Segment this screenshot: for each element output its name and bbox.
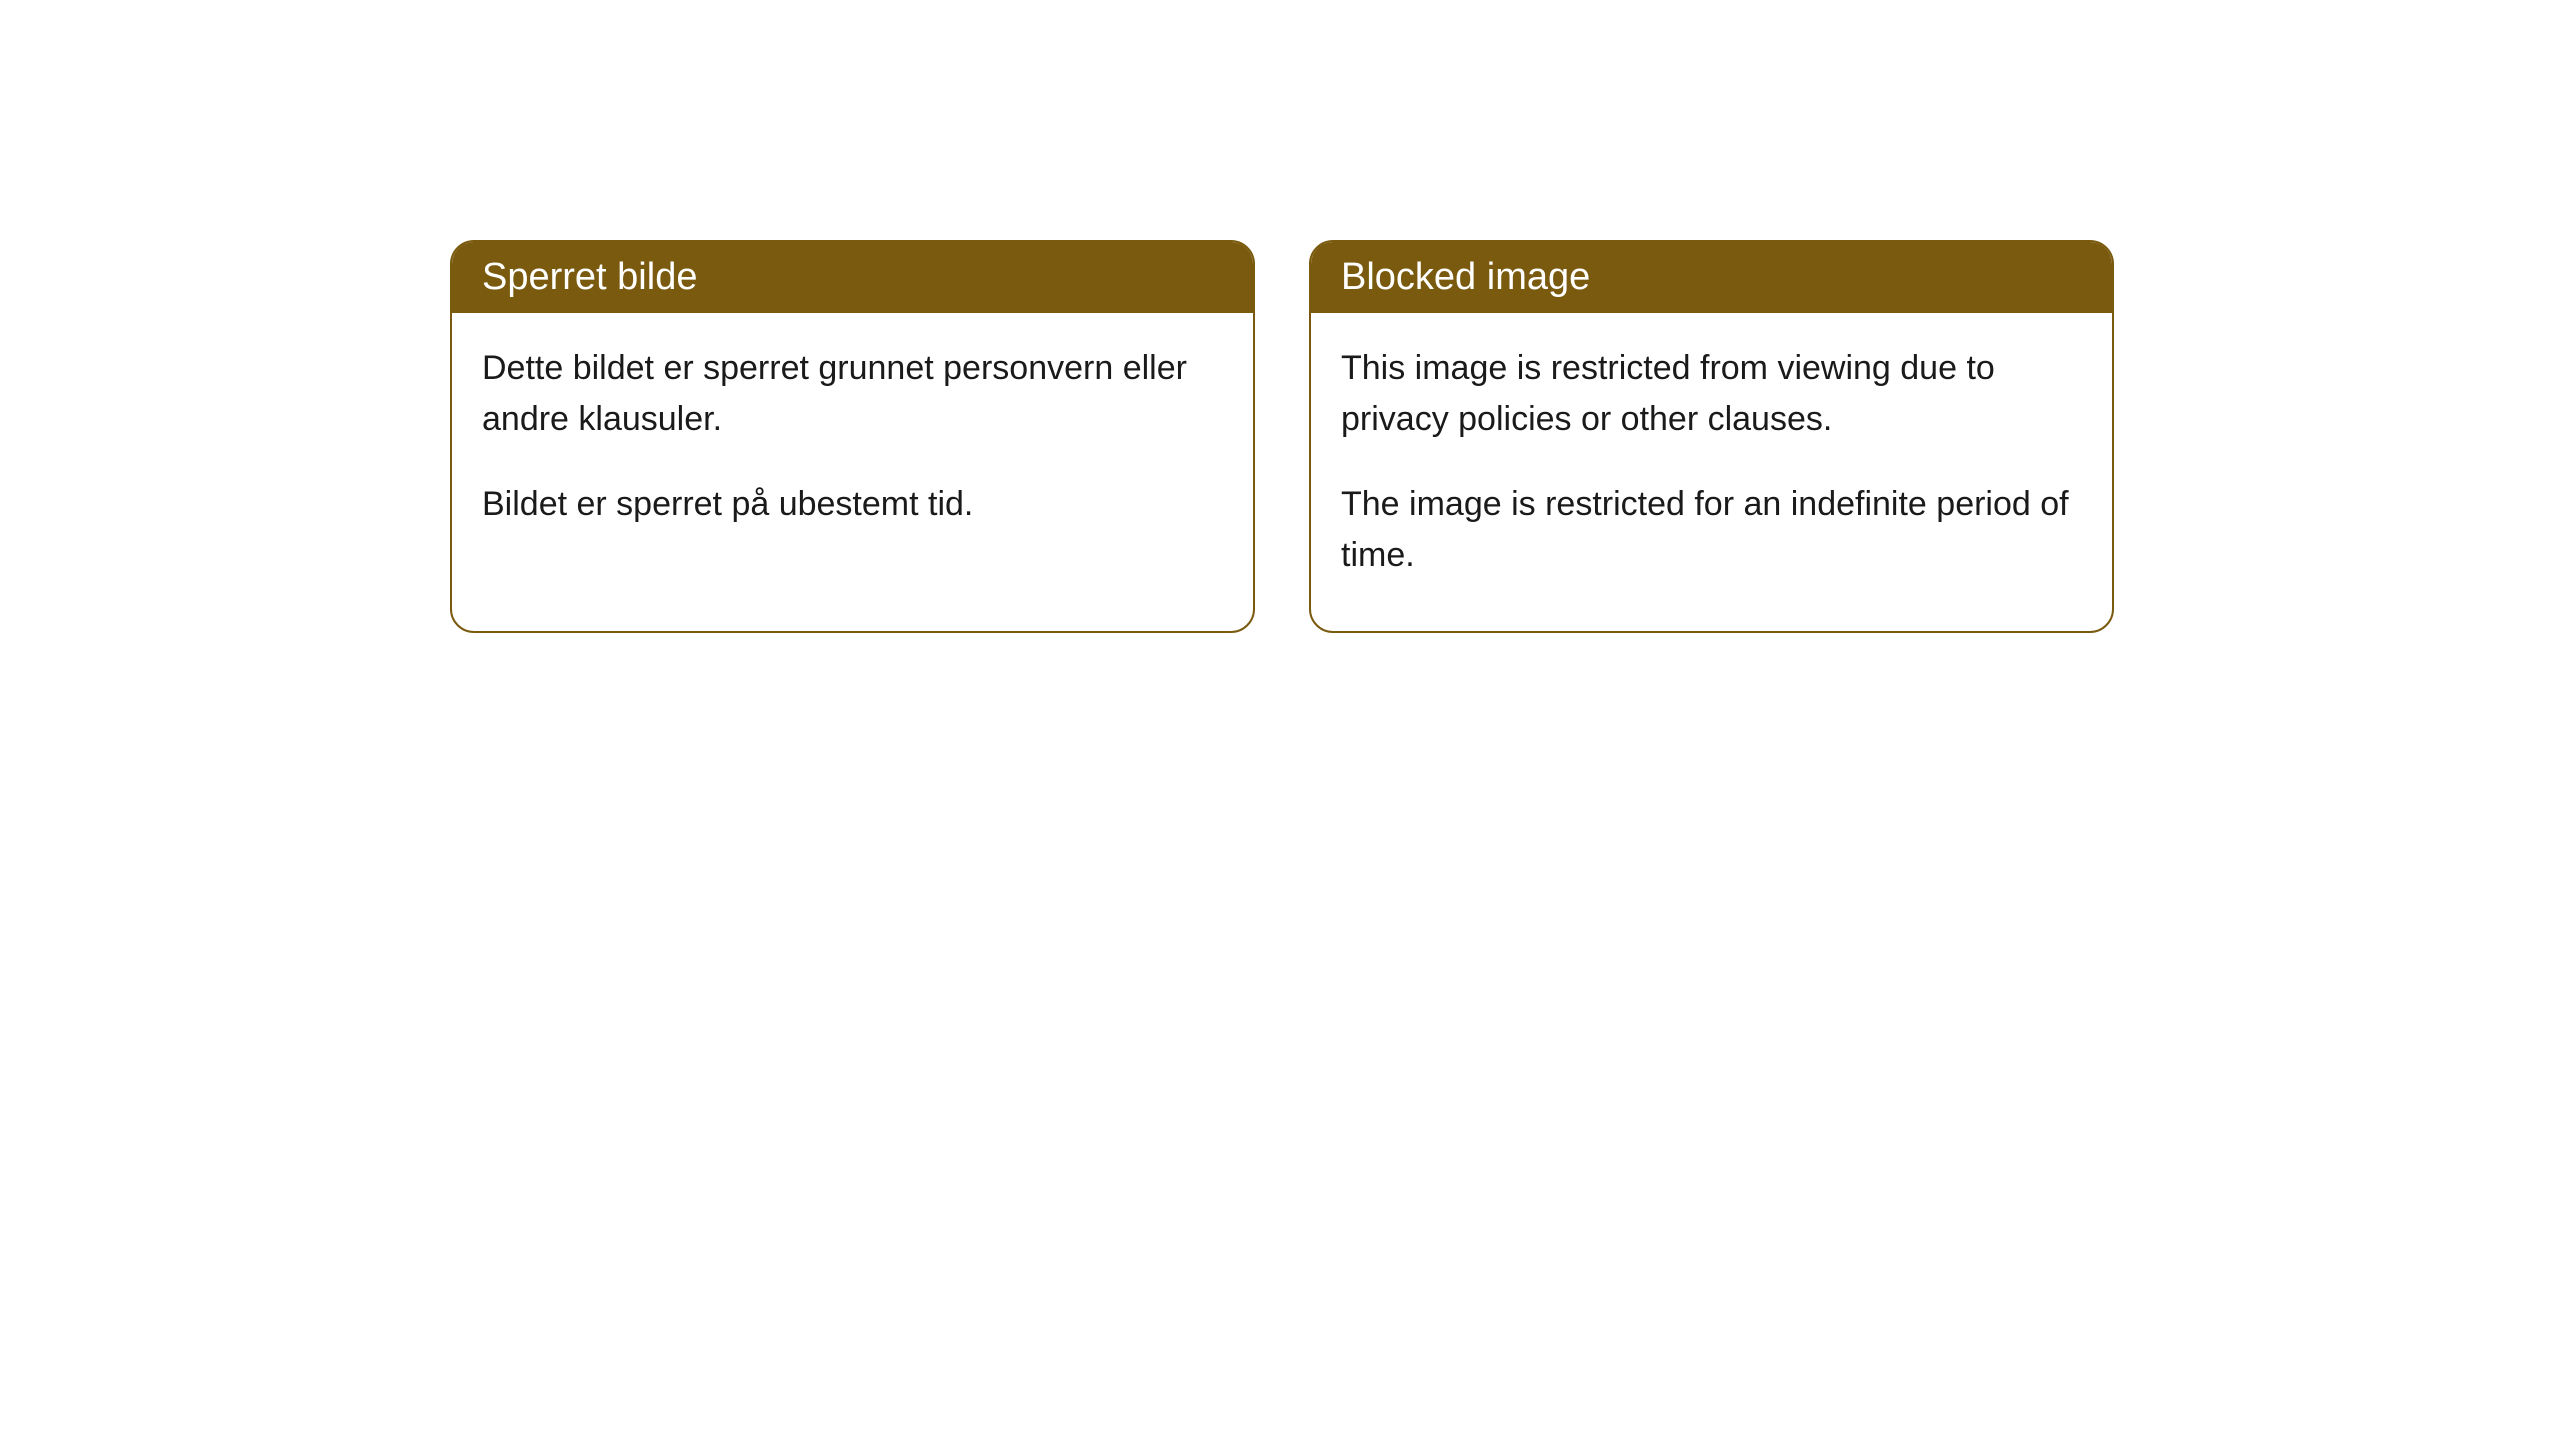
card-body: This image is restricted from viewing du… (1311, 313, 2112, 631)
blocked-image-card-english: Blocked image This image is restricted f… (1309, 240, 2114, 633)
card-title: Sperret bilde (482, 256, 697, 298)
card-title: Blocked image (1341, 256, 1590, 298)
card-header: Sperret bilde (452, 242, 1253, 313)
card-paragraph-2: The image is restricted for an indefinit… (1341, 479, 2082, 581)
blocked-image-card-norwegian: Sperret bilde Dette bildet er sperret gr… (450, 240, 1255, 633)
card-body: Dette bildet er sperret grunnet personve… (452, 313, 1253, 580)
cards-container: Sperret bilde Dette bildet er sperret gr… (450, 240, 2114, 633)
card-paragraph-2: Bildet er sperret på ubestemt tid. (482, 479, 1223, 530)
card-header: Blocked image (1311, 242, 2112, 313)
card-paragraph-1: This image is restricted from viewing du… (1341, 343, 2082, 445)
card-paragraph-1: Dette bildet er sperret grunnet personve… (482, 343, 1223, 445)
